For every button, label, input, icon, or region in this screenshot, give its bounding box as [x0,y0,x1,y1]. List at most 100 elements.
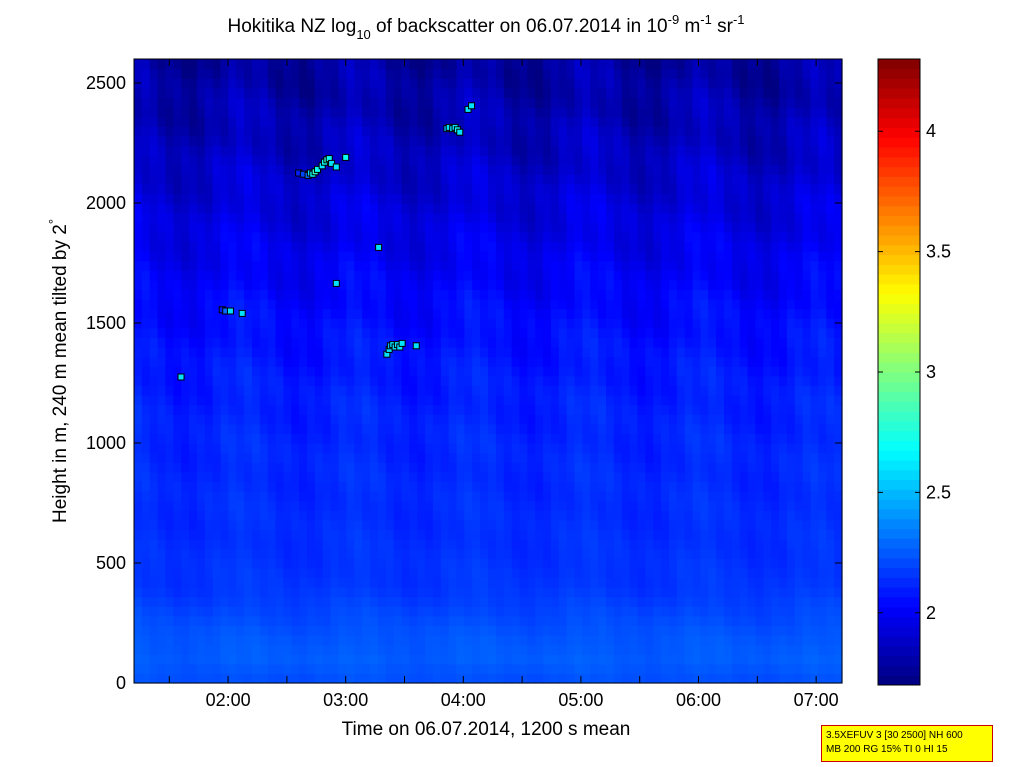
heatmap-cell [582,385,591,396]
heatmap-cell [244,164,253,175]
heatmap-cell [385,308,395,319]
heatmap-cell [724,519,733,530]
heatmap-cell [834,462,843,473]
heatmap-cell [283,596,292,607]
heatmap-cell [802,347,812,358]
heatmap-cell [346,356,355,367]
heatmap-cell [786,606,796,617]
heatmap-cell [692,462,701,473]
heatmap-cell [385,414,395,425]
heatmap-cell [763,519,772,530]
heatmap-cell [425,539,434,550]
heatmap-cell [511,289,521,300]
heatmap-cell [621,260,631,271]
heatmap-cell [181,308,190,319]
heatmap-cell [173,539,182,550]
heatmap-cell [314,356,324,367]
heatmap-cell [149,625,159,636]
heatmap-cell [464,270,473,281]
heatmap-cell [196,539,206,550]
heatmap-cell [590,462,599,473]
heatmap-cell [330,529,340,540]
heatmap-cell [291,356,300,367]
heatmap-cell [244,654,253,665]
heatmap-cell [472,635,481,646]
heatmap-cell [598,443,607,454]
heatmap-cell [134,539,143,550]
heatmap-cell [574,270,583,281]
heatmap-cell [244,673,253,684]
heatmap-cell [495,596,505,607]
heatmap-cell [244,231,253,242]
heatmap-cell [676,654,686,665]
heatmap-cell [779,193,788,204]
heatmap-cell [590,577,599,588]
heatmap-cell [244,452,253,463]
heatmap-cell [354,529,363,540]
heatmap-cell [645,356,654,367]
heatmap-cell [409,558,418,569]
heatmap-cell [393,539,403,550]
heatmap-cell [668,443,678,454]
heatmap-cell [236,481,245,492]
heatmap-cell [511,519,521,530]
heatmap-cell [134,356,143,367]
heatmap-cell [134,299,143,310]
heatmap-cell [763,654,772,665]
heatmap-cell [330,193,340,204]
heatmap-cell [330,500,340,511]
heatmap-cell [637,462,646,473]
heatmap-cell [684,337,694,348]
heatmap-cell [558,260,568,271]
heatmap-cell [629,366,639,377]
heatmap-cell [393,375,403,386]
heatmap-cell [826,385,835,396]
heatmap-cell [794,289,804,300]
heatmap-cell [236,193,245,204]
heatmap-cell [259,231,269,242]
heatmap-cell [558,222,568,233]
heatmap-cell [307,260,316,271]
heatmap-cell [173,644,182,655]
heatmap-cell [716,606,725,617]
heatmap-cell [558,366,568,377]
heatmap-cell [503,299,513,310]
heatmap-cell [228,462,237,473]
heatmap-cell [503,212,513,223]
heatmap-cell [700,596,709,607]
heatmap-cell [511,481,521,492]
heatmap-cell [802,183,812,194]
heatmap-cell [480,567,489,578]
heatmap-cell [613,423,623,434]
heatmap-cell [252,433,261,444]
heatmap-cell [204,519,214,530]
heatmap-cell [786,337,796,348]
heatmap-cell [228,222,237,233]
heatmap-cell [252,663,261,674]
heatmap-cell [724,212,733,223]
heatmap-cell [181,222,190,233]
heatmap-cell [747,462,757,473]
heatmap-cell [661,231,670,242]
heatmap-cell [236,241,245,252]
heatmap-cell [370,260,379,271]
title-part-3: m [679,16,700,37]
heatmap-cell [314,577,324,588]
heatmap-cell [582,279,591,290]
heatmap-cell [472,471,481,482]
heatmap-cell [425,155,434,166]
heatmap-cell [637,193,646,204]
heatmap-cell [818,471,827,482]
heatmap-cell [786,500,796,511]
heatmap-cell [668,471,678,482]
heatmap-cell [818,673,827,684]
heatmap-cell [535,654,544,665]
heatmap-cell [464,260,473,271]
heatmap-cell [582,558,591,569]
heatmap-cell [307,347,316,358]
heatmap-cell [763,481,772,492]
heatmap-cell [401,615,410,626]
heatmap-cell [731,260,741,271]
heatmap-cell [259,183,269,194]
heatmap-cell [786,567,796,578]
